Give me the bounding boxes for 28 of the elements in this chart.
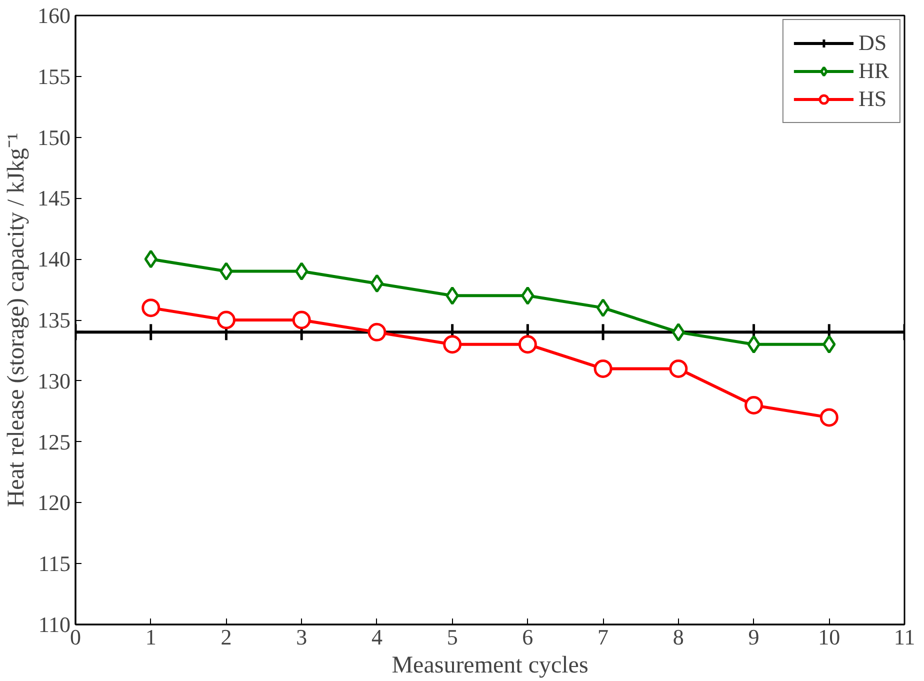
- x-tick-label: 10: [818, 624, 840, 650]
- x-tick-label: 1: [145, 624, 156, 650]
- y-tick-label: 145: [38, 186, 70, 211]
- x-tick-label: 0: [70, 624, 81, 650]
- x-tick-label: 2: [220, 624, 232, 650]
- y-tick-label: 130: [38, 368, 70, 394]
- legend-label: HR: [858, 58, 889, 84]
- y-axis-title: Heat release (storage) capacity / kJkg⁻¹: [4, 132, 30, 508]
- y-tick-label: 150: [38, 124, 70, 150]
- x-tick-label: 11: [894, 624, 916, 650]
- x-tick-label: 9: [748, 624, 760, 650]
- y-tick-label: 110: [38, 612, 71, 637]
- legend-label: DS: [858, 30, 887, 56]
- x-tick-label: 3: [296, 624, 308, 650]
- x-axis-title: Measurement cycles: [392, 652, 588, 678]
- y-tick-label: 135: [38, 308, 70, 332]
- x-tick-label: 4: [371, 624, 382, 650]
- legend-label: HS: [858, 86, 887, 112]
- y-tick-label: 120: [38, 490, 70, 516]
- y-tick-label: 155: [38, 64, 70, 89]
- y-tick-label: 115: [38, 551, 71, 576]
- y-tick-label: 125: [38, 429, 70, 454]
- x-tick-label: 6: [522, 624, 534, 650]
- y-tick-label: 160: [38, 3, 70, 28]
- x-tick-label: 7: [598, 624, 609, 650]
- y-tick-label: 140: [38, 246, 70, 272]
- x-tick-label: 5: [446, 624, 458, 650]
- x-tick-label: 8: [672, 624, 684, 650]
